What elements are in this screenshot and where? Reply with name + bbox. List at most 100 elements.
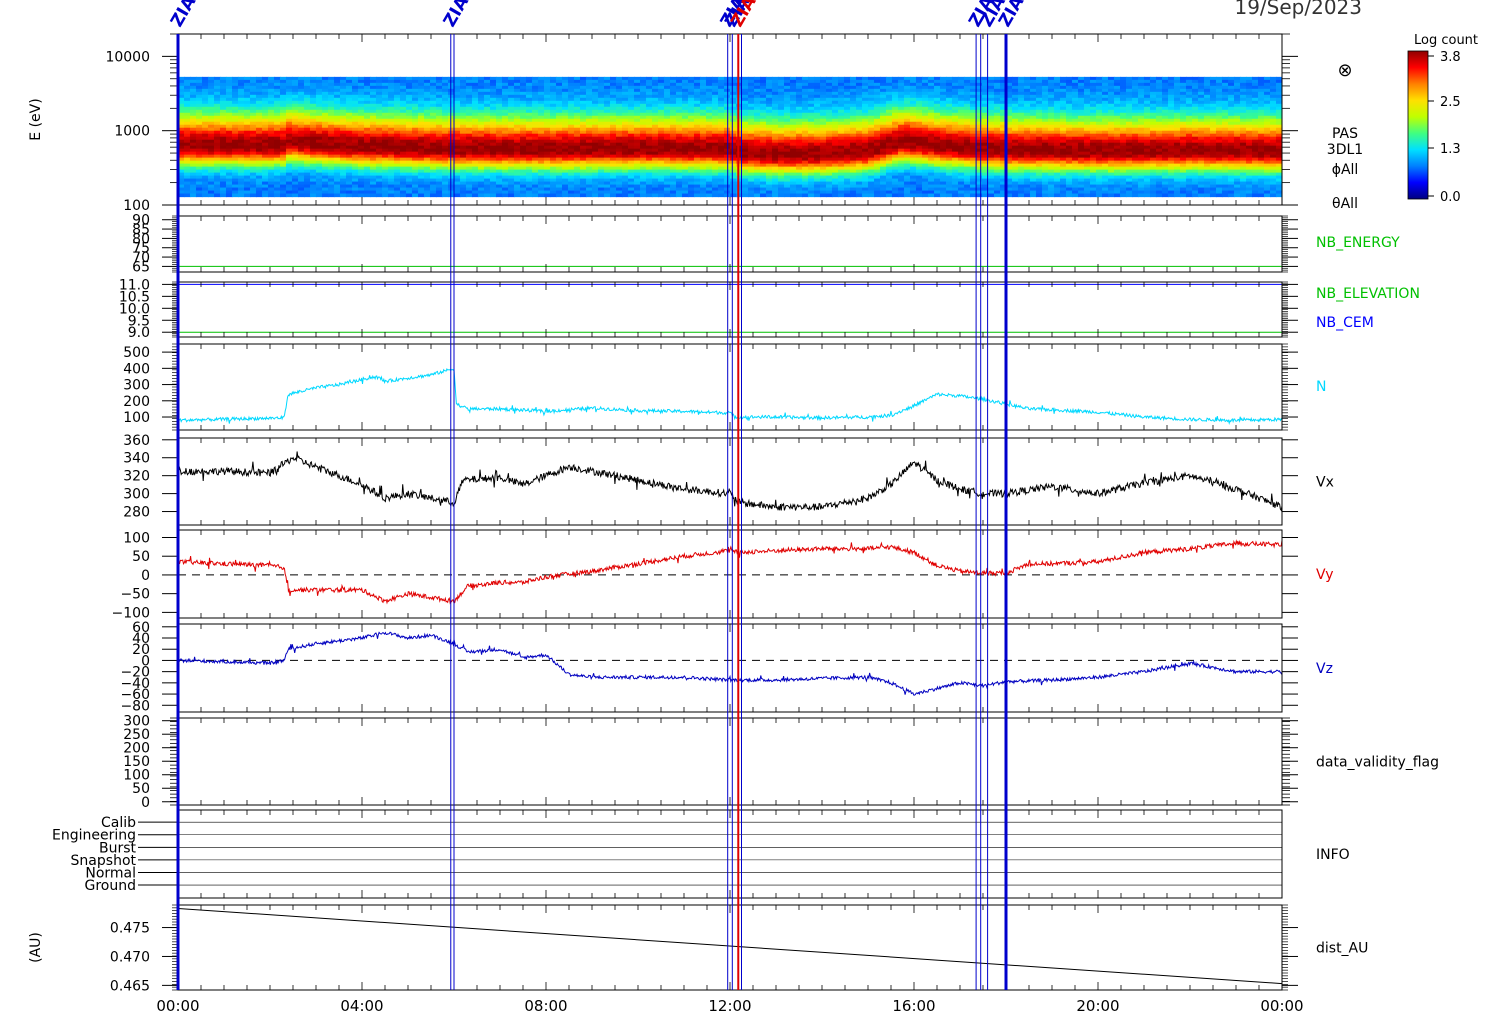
spectrogram-cell [682,190,689,195]
spectrogram-cell [652,100,659,105]
spectrogram-cell [814,121,821,126]
spectrogram-cell [898,166,905,171]
spectrogram-cell [796,154,803,159]
spectrogram-cell [472,115,479,120]
spectrogram-cell [328,193,335,198]
spectrogram-cell [238,94,245,99]
spectrogram-cell [808,130,815,135]
spectrogram-cell [244,106,251,111]
spectrogram-cell [898,76,905,81]
spectrogram-cell [418,97,425,102]
spectrogram-cell [268,97,275,102]
spectrogram-cell [592,184,599,189]
spectrogram-cell [814,100,821,105]
spectrogram-cell [772,118,779,123]
spectrogram-cell [850,136,857,141]
spectrogram-cell [190,172,197,177]
spectrogram-cell [910,115,917,120]
spectrogram-cell [220,106,227,111]
spectrogram-cell [652,97,659,102]
spectrogram-cell [688,115,695,120]
spectrogram-cell [760,178,767,183]
spectrogram-cell [280,136,287,141]
spectrogram-cell [412,112,419,117]
spectrogram-cell [490,76,497,81]
spectrogram-cell [178,106,185,111]
spectrogram-cell [790,193,797,198]
spectrogram-cell [274,175,281,180]
spectrogram-cell [394,100,401,105]
spectrogram-cell [766,127,773,132]
spectrogram-cell [412,136,419,141]
spectrogram-cell [316,124,323,129]
spectrogram-cell [736,166,743,171]
spectrogram-cell [676,118,683,123]
spectrogram-cell [910,139,917,144]
spectrogram-cell [544,169,551,174]
spectrogram-cell [640,193,647,198]
spectrogram-cell [568,169,575,174]
spectrogram-cell [736,142,743,147]
spectrogram-cell [868,193,875,198]
spectrogram-cell [514,121,521,126]
spectrogram-cell [904,154,911,159]
spectrogram-cell [910,106,917,111]
spectrogram-cell [892,91,899,96]
spectrogram-cell [478,145,485,150]
spectrogram-cell [382,94,389,99]
spectrogram-cell [262,88,269,93]
spectrogram-cell [676,193,683,198]
spectrogram-cell [256,103,263,108]
spectrogram-cell [874,112,881,117]
spectrogram-cell [646,157,653,162]
spectrogram-cell [670,166,677,171]
spectrogram-cell [352,187,359,192]
spectrogram-cell [916,76,923,81]
spectrogram-cell [544,178,551,183]
spectrogram-cell [490,184,497,189]
spectrogram-cell [370,106,377,111]
spectrogram-cell [334,142,341,147]
spectrogram-cell [430,121,437,126]
spectrogram-cell [520,94,527,99]
spectrogram-cell [670,157,677,162]
spectrogram-cell [274,127,281,132]
spectrogram-cell [388,169,395,174]
spectrogram-cell [316,151,323,156]
spectrogram-cell [862,157,869,162]
spectrogram-cell [496,79,503,84]
spectrogram-cell [634,175,641,180]
spectrogram-cell [400,154,407,159]
spectrogram-cell [904,145,911,150]
spectrogram-cell [904,172,911,177]
spectrogram-cell [478,121,485,126]
spectrogram-cell [352,142,359,147]
spectrogram-cell [616,133,623,138]
spectrogram-cell [784,157,791,162]
spectrogram-cell [268,112,275,117]
spectrogram-cell [436,133,443,138]
spectrogram-cell [370,154,377,159]
spectrogram-cell [886,190,893,195]
spectrogram-cell [496,133,503,138]
spectrogram-cell [622,160,629,165]
spectrogram-cell [796,118,803,123]
spectrogram-cell [790,157,797,162]
spectrogram-cell [772,157,779,162]
spectrogram-cell [640,151,647,156]
spectrogram-cell [760,106,767,111]
spectrogram-cell [814,190,821,195]
spectrogram-cell [190,124,197,129]
spectrogram-cell [904,169,911,174]
spectrogram-cell [382,88,389,93]
spectrogram-cell [664,133,671,138]
spectrogram-cell [820,94,827,99]
spectrogram-cell [892,115,899,120]
spectrogram-cell [322,94,329,99]
spectrogram-cell [196,85,203,90]
spectrogram-cell [436,160,443,165]
spectrogram-cell [346,97,353,102]
spectrogram-cell [748,91,755,96]
spectrogram-cell [796,106,803,111]
spectrogram-cell [304,139,311,144]
